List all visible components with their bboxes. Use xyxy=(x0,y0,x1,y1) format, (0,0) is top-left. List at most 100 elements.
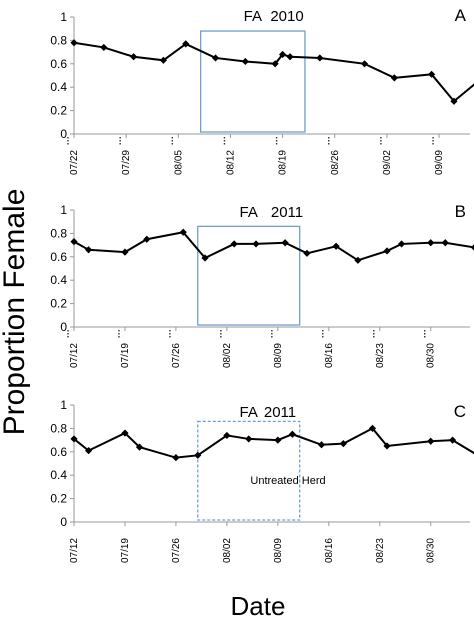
data-point xyxy=(332,242,340,250)
x-tick-label: 08/23 xyxy=(375,538,386,563)
y-tick-label: 0.2 xyxy=(50,104,67,118)
x-tick-label: 08/19 xyxy=(278,150,289,175)
y-tick-label: 0.4 xyxy=(50,273,67,287)
data-point xyxy=(360,60,369,68)
data-point xyxy=(383,247,391,255)
data-point xyxy=(390,74,398,82)
data-point xyxy=(172,454,180,462)
data-point xyxy=(179,228,187,236)
x-tick-label: 08/09 xyxy=(273,343,284,368)
panel-title: 2011 xyxy=(264,404,296,421)
treatment-label: FA xyxy=(244,8,262,25)
data-point xyxy=(450,97,458,105)
data-point xyxy=(194,451,202,459)
data-point xyxy=(427,437,435,445)
x-tick-label: 07/22 xyxy=(69,150,80,175)
x-tick-label: 08/16 xyxy=(324,343,335,368)
x-tick-label: 09/09 xyxy=(434,150,445,175)
treatment-label: FA xyxy=(240,204,258,221)
x-tick-label: 07/26 xyxy=(171,538,182,563)
treatment-box-fa xyxy=(197,225,301,326)
data-point xyxy=(241,57,249,66)
data-point xyxy=(130,53,138,61)
x-tick-label: 08/12 xyxy=(225,150,236,175)
annotation: Untreated Herd xyxy=(250,475,325,487)
data-point xyxy=(288,430,296,438)
y-tick-label: 1 xyxy=(60,398,67,412)
data-point xyxy=(230,240,238,248)
x-axis-label: Date xyxy=(231,591,286,621)
panel-letter: C xyxy=(454,402,466,421)
data-point xyxy=(70,237,78,246)
y-tick-label: 0 xyxy=(60,515,67,529)
x-tick-label: 08/02 xyxy=(222,538,233,563)
data-point xyxy=(121,248,129,256)
treatment-box-fa xyxy=(199,30,306,133)
data-point xyxy=(317,441,326,449)
data-point xyxy=(223,431,231,440)
x-tick-label: 08/16 xyxy=(324,538,335,563)
y-tick-label: 0.6 xyxy=(50,250,67,264)
data-point xyxy=(252,240,260,248)
x-tick-label: 08/26 xyxy=(330,150,341,175)
data-point xyxy=(427,239,435,247)
data-point xyxy=(448,436,457,444)
x-tick-label: 08/05 xyxy=(173,150,184,175)
chart-panels: 0 0.2 0.4 0.6 0.8 1 07/22 07/29 08/05 08/12 08/19 0… xyxy=(50,6,474,563)
treatment-label: FA xyxy=(240,404,258,421)
data-point xyxy=(354,256,362,264)
series-line xyxy=(73,231,474,262)
treatment-box-fa xyxy=(197,420,301,521)
y-tick-label: 0.8 xyxy=(50,421,67,435)
x-tick-label: 08/30 xyxy=(426,343,437,368)
y-tick-label: 1 xyxy=(60,10,67,24)
data-point xyxy=(286,53,294,61)
data-point xyxy=(383,442,391,450)
y-tick-label: 0.2 xyxy=(50,492,67,506)
data-point xyxy=(339,440,347,448)
y-tick-label: 1 xyxy=(60,203,67,217)
x-tick-label: 09/02 xyxy=(382,150,393,175)
x-tick-label: 07/12 xyxy=(69,538,80,563)
data-point xyxy=(279,50,287,59)
x-tick-label: 08/09 xyxy=(273,538,284,563)
y-tick-label: 0.8 xyxy=(50,226,67,240)
data-point xyxy=(245,435,253,443)
data-point xyxy=(211,54,220,62)
y-tick-label: 0 xyxy=(60,320,67,334)
data-point xyxy=(121,429,129,437)
x-tick-label: 07/26 xyxy=(171,343,182,368)
data-point xyxy=(182,40,190,48)
y-tick-label: 0.8 xyxy=(50,33,67,47)
data-point xyxy=(428,70,436,78)
data-point xyxy=(316,54,324,62)
y-tick-label: 0.6 xyxy=(50,445,67,459)
data-point xyxy=(135,443,144,451)
y-tick-label: 0.6 xyxy=(50,57,67,71)
x-tick-label: 08/23 xyxy=(375,343,386,368)
y-tick-label: 0.4 xyxy=(50,468,67,482)
data-point xyxy=(159,56,167,64)
panel-letter: B xyxy=(455,202,466,221)
x-tick-label: 07/19 xyxy=(120,343,131,368)
x-tick-label: 08/02 xyxy=(222,343,233,368)
data-point xyxy=(143,235,151,243)
series-line xyxy=(73,41,474,103)
y-tick-label: 0 xyxy=(60,127,67,141)
data-point xyxy=(70,39,78,47)
data-point xyxy=(281,239,289,247)
panel-b: 0 0.2 0.4 0.6 0.8 1 07/12 07/19 07/26 08/02 08/09 0… xyxy=(50,202,474,368)
x-tick-label: 07/19 xyxy=(120,538,131,563)
y-tick-label: 0.2 xyxy=(50,297,67,311)
panel-letter: A xyxy=(455,6,467,25)
data-point xyxy=(441,239,449,247)
x-tick-label: 08/30 xyxy=(426,538,437,563)
data-point xyxy=(368,424,377,432)
data-point xyxy=(271,60,279,68)
data-point xyxy=(84,447,93,455)
data-point xyxy=(274,436,282,444)
data-point xyxy=(470,244,474,251)
data-point xyxy=(201,254,209,262)
data-point xyxy=(70,435,78,443)
